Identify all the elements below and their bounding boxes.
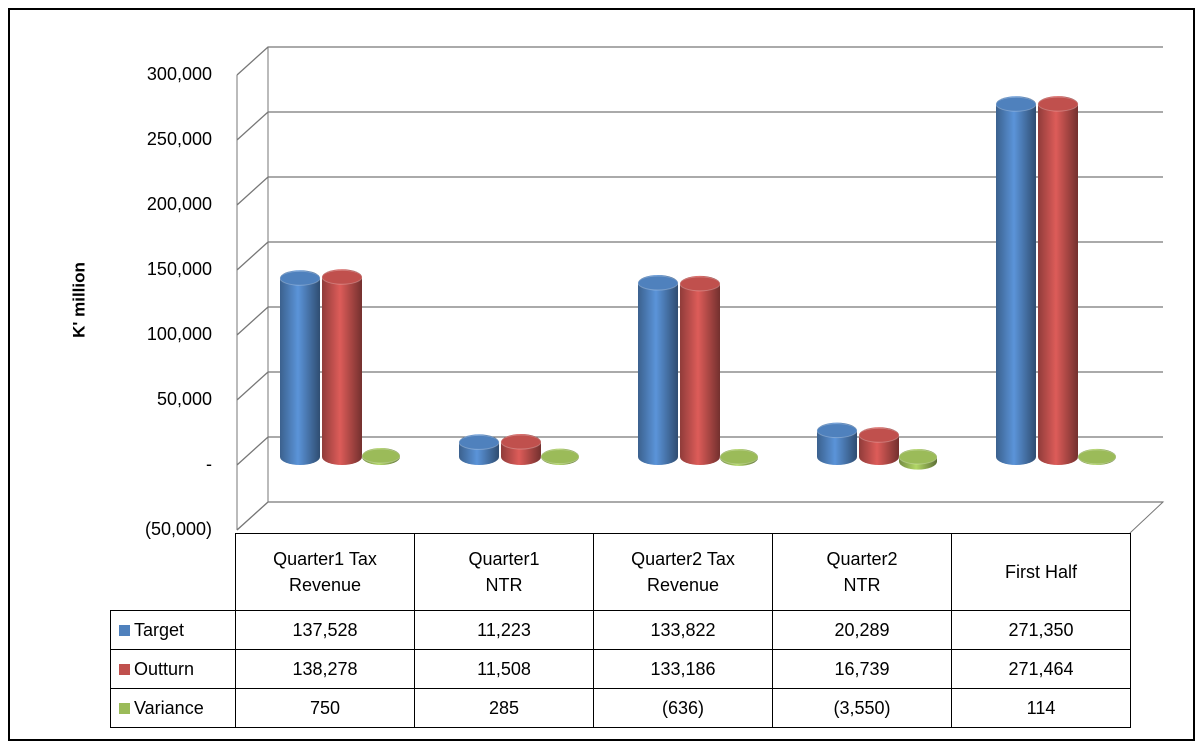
data-label: 133,186 (593, 649, 773, 689)
bar (996, 96, 1036, 466)
bar-top (858, 427, 900, 443)
data-label-text: (636) (661, 698, 705, 718)
data-label: 20,289 (772, 610, 952, 650)
y-tick-label: - (206, 454, 212, 474)
data-label: 133,822 (593, 610, 773, 650)
bar-top (898, 449, 938, 465)
bar (680, 275, 720, 465)
y-tick-label: 50,000 (157, 389, 212, 409)
bar-top (637, 275, 679, 291)
legend-key (119, 702, 130, 714)
data-label-text: 137,528 (292, 620, 358, 640)
y-axis-label: K' million (69, 262, 88, 338)
data-label-text: 133,822 (650, 620, 716, 640)
data-label: (636) (593, 688, 773, 728)
bar-top (1077, 449, 1117, 465)
data-label-text: 16,739 (834, 659, 890, 679)
x-tick-label-text: First Half (1005, 562, 1077, 582)
x-tick-label: First Half (951, 533, 1131, 611)
bar-top (719, 449, 759, 465)
data-label: 271,350 (951, 610, 1131, 650)
data-label-text: 20,289 (834, 620, 890, 640)
bar-top (679, 276, 721, 292)
x-tick-label-text: Quarter2 Tax Revenue (631, 549, 735, 595)
grid-line (236, 306, 1163, 336)
data-label-text: 285 (488, 698, 520, 718)
legend-key (119, 663, 130, 675)
grid-line (236, 501, 1163, 531)
legend-item: Target (110, 610, 236, 650)
bar (280, 270, 320, 465)
grid-line (236, 111, 1163, 141)
data-label: 114 (951, 688, 1131, 728)
bar-top (540, 449, 580, 465)
bar-top (361, 448, 401, 464)
data-label-text: 271,350 (1008, 620, 1074, 640)
x-tick-label-text: Quarter1 NTR (468, 549, 540, 595)
bar-top (1037, 96, 1079, 112)
grid-line (236, 46, 1163, 76)
data-label: 16,739 (772, 649, 952, 689)
legend-item: Outturn (110, 649, 236, 689)
bar (322, 269, 362, 465)
frame (8, 8, 1195, 741)
bar-top (458, 434, 500, 450)
data-label: 750 (235, 688, 415, 728)
data-label: 138,278 (235, 649, 415, 689)
data-label: (3,550) (772, 688, 952, 728)
y-tick-label: 250,000 (147, 129, 212, 149)
x-tick-label: Quarter1 NTR (414, 533, 594, 611)
x-tick-label-text: Quarter2 NTR (826, 549, 898, 595)
grid-line (236, 176, 1163, 206)
y-tick-label: (50,000) (145, 519, 212, 539)
data-label-text: 133,186 (650, 659, 716, 679)
bar-top (279, 270, 321, 286)
data-label-text: 114 (1026, 698, 1056, 718)
x-tick-label: Quarter1 Tax Revenue (235, 533, 415, 611)
data-label: 271,464 (951, 649, 1131, 689)
data-label-text: (3,550) (833, 698, 891, 718)
data-label-text: 750 (309, 698, 341, 718)
x-tick-label: Quarter2 NTR (772, 533, 952, 611)
floor (236, 501, 1165, 534)
legend-item: Variance (110, 688, 236, 728)
bar-top (816, 423, 858, 439)
bar-top (995, 96, 1037, 112)
y-tick-label: 100,000 (147, 324, 212, 344)
grid-line (236, 241, 1163, 271)
x-tick-label: Quarter2 Tax Revenue (593, 533, 773, 611)
bar-top (500, 434, 542, 450)
data-label: 11,223 (414, 610, 594, 650)
data-label-text: 11,223 (477, 620, 531, 640)
data-label-text: 138,278 (292, 659, 358, 679)
data-label: 11,508 (414, 649, 594, 689)
bar (1038, 96, 1078, 465)
x-tick-label-text: Quarter1 Tax Revenue (273, 549, 377, 595)
legend-label: Variance (134, 698, 204, 718)
data-label: 137,528 (235, 610, 415, 650)
y-tick-label: 150,000 (147, 259, 212, 279)
y-tick-label: 300,000 (147, 64, 212, 84)
data-label-text: 11,508 (477, 659, 531, 679)
legend-label: Target (134, 620, 185, 640)
bar-top (321, 269, 363, 285)
legend-label: Outturn (134, 659, 195, 679)
data-label-text: 271,464 (1008, 659, 1074, 679)
grid-line (236, 371, 1163, 401)
legend-key (119, 624, 130, 636)
bar (638, 275, 678, 465)
data-label: 285 (414, 688, 594, 728)
y-tick-label: 200,000 (147, 194, 212, 214)
